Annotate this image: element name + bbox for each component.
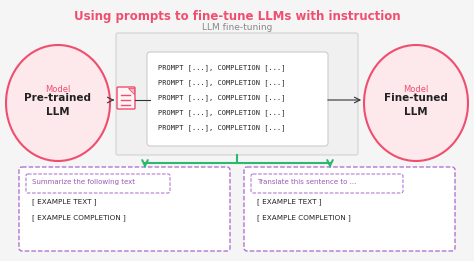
Text: PROMPT [...], COMPLETION [...]: PROMPT [...], COMPLETION [...] [158,109,285,116]
Text: [ EXAMPLE TEXT ]: [ EXAMPLE TEXT ] [257,198,321,205]
FancyBboxPatch shape [244,167,455,251]
Text: PROMPT [...], COMPLETION [...]: PROMPT [...], COMPLETION [...] [158,94,285,101]
FancyBboxPatch shape [26,174,170,193]
Text: Summarize the following text: Summarize the following text [32,179,135,185]
Text: LLM fine-tuning: LLM fine-tuning [202,23,272,32]
Text: PROMPT [...], COMPLETION [...]: PROMPT [...], COMPLETION [...] [158,124,285,131]
Text: Pre-trained
LLM: Pre-trained LLM [25,93,91,117]
Text: [ EXAMPLE TEXT ]: [ EXAMPLE TEXT ] [32,198,97,205]
FancyBboxPatch shape [147,52,328,146]
Text: Model: Model [46,85,71,94]
Polygon shape [128,88,134,94]
Text: [ EXAMPLE COMPLETION ]: [ EXAMPLE COMPLETION ] [257,214,351,221]
Ellipse shape [6,45,110,161]
FancyBboxPatch shape [251,174,403,193]
Text: Using prompts to fine-tune LLMs with instruction: Using prompts to fine-tune LLMs with ins… [73,10,401,23]
FancyBboxPatch shape [19,167,230,251]
Text: [ EXAMPLE COMPLETION ]: [ EXAMPLE COMPLETION ] [32,214,126,221]
FancyBboxPatch shape [117,87,135,109]
Text: PROMPT [...], COMPLETION [...]: PROMPT [...], COMPLETION [...] [158,64,285,71]
Text: Translate this sentence to ...: Translate this sentence to ... [257,179,356,185]
Text: Model: Model [403,85,428,94]
Text: PROMPT [...], COMPLETION [...]: PROMPT [...], COMPLETION [...] [158,79,285,86]
Text: Fine-tuned
LLM: Fine-tuned LLM [384,93,448,117]
FancyBboxPatch shape [116,33,358,155]
Ellipse shape [364,45,468,161]
